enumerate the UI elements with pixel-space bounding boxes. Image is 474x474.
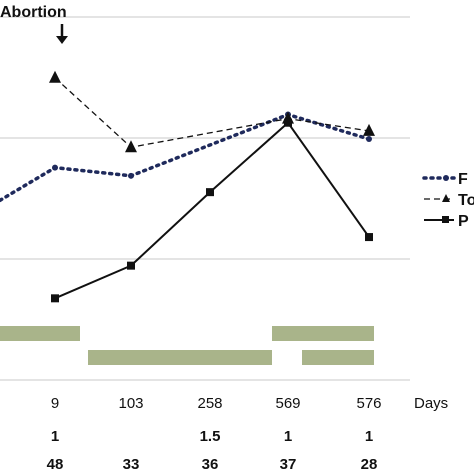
row2-value-2: 36 [202,456,219,473]
row1-value-2: 1.5 [200,428,221,445]
marker-to-3 [363,123,375,136]
timeline-bar-2 [272,326,374,341]
series-markers [49,70,375,303]
legend-marker-p [442,216,449,223]
timeline-bars [0,326,374,365]
legend-label-p: P [458,213,469,230]
down-arrow-icon [56,24,68,44]
x-tick-258: 258 [197,395,222,412]
grid [0,16,410,381]
row2-value-1: 33 [123,456,140,473]
marker-to-1 [125,140,137,153]
series-line-to [54,77,370,148]
legend-marker-f [443,175,449,181]
row2-value-3: 37 [280,456,297,473]
legend-label-to: To [458,192,474,209]
row1-labels: 1 1.5 1 1 [51,428,373,445]
x-tick-569: 569 [275,395,300,412]
marker-f-2 [128,172,134,179]
legend: F To P [422,171,474,230]
timeline-bar-3 [302,350,374,365]
arrow-head [56,36,68,44]
row2-labels: 48 33 36 37 28 [47,456,378,473]
timeline-bar-0 [0,326,80,341]
annotation-label: Abortion [0,4,67,21]
legend-marker-to [442,194,450,202]
marker-p-4 [365,233,373,242]
row2-value-0: 48 [47,456,64,473]
series-line-p [54,121,370,300]
x-tick-9: 9 [51,395,59,412]
marker-f-1 [52,164,58,171]
x-axis-label: Days [414,395,448,412]
row1-value-0: 1 [51,428,59,445]
row2-value-4: 28 [361,456,378,473]
x-tick-103: 103 [118,395,143,412]
marker-p-3 [284,118,292,127]
marker-p-0 [51,294,59,303]
series-lines [0,77,371,300]
row1-value-3: 1 [284,428,292,445]
marker-to-0 [49,70,61,83]
marker-p-2 [206,188,214,197]
x-tick-labels: 9 103 258 569 576 [51,395,382,412]
legend-label-f: F [458,171,468,188]
x-tick-576: 576 [356,395,381,412]
marker-p-1 [127,261,135,270]
marker-f-4 [366,136,372,143]
timeline-bar-1 [88,350,272,365]
row1-value-4: 1 [365,428,373,445]
